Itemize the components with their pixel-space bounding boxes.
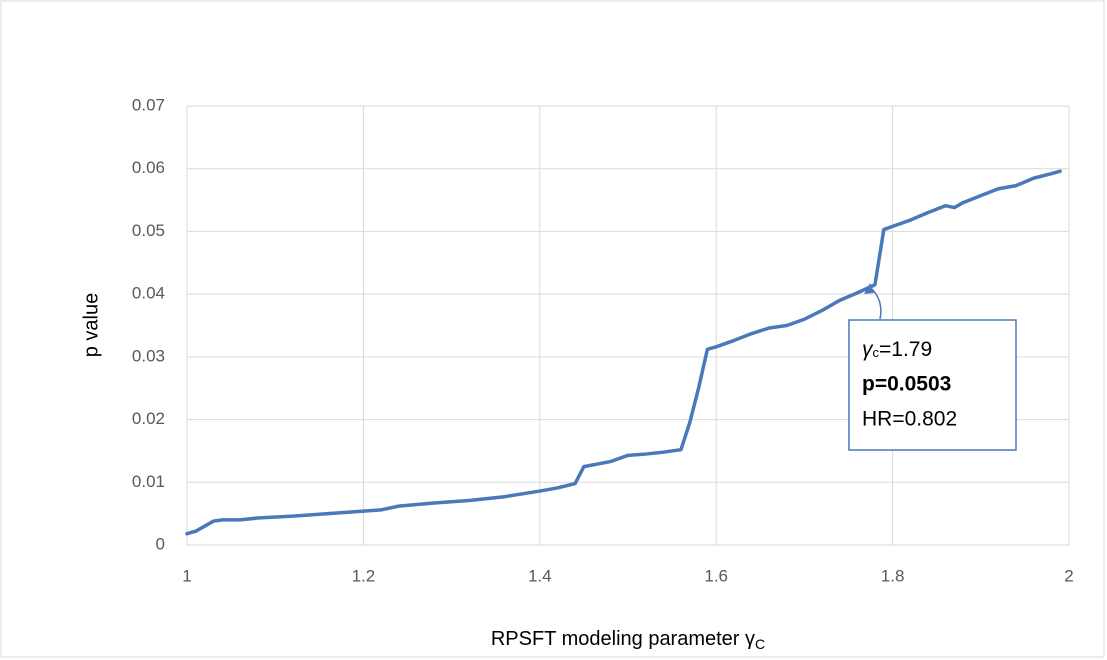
x-tick-label: 2 [1064,566,1073,585]
x-label-subscript: C [755,636,765,652]
annotation-arrowhead [864,283,874,294]
annotation-gamma: γc=1.79 [862,338,932,361]
y-tick-label: 0.01 [132,472,165,491]
x-tick-label: 1.8 [881,566,905,585]
y-tick-label: 0.06 [132,158,165,177]
y-tick-label: 0.04 [132,284,165,303]
annotation-symbol: γ [862,338,874,361]
y-tick-label: 0.03 [132,346,165,365]
y-axis-label: p value [80,293,102,358]
y-tick-label: 0 [156,534,165,553]
data-line [185,169,1062,536]
x-axis-label: RPSFT modeling parameter γC [491,628,765,651]
plot-area: 0 0.01 0.02 0.03 0.04 0.05 0.06 0.07 1 1.2 1.4 1.6 1… [132,95,1074,585]
y-tick-label: 0.07 [132,95,165,114]
annotation-hr: HR=0.802 [862,408,957,431]
x-tick-label: 1.6 [704,566,728,585]
x-tick-label: 1.2 [352,566,376,585]
x-label-main: RPSFT modeling parameter γ [491,628,755,650]
annotation-box [848,319,1017,451]
annotation-subscript: c [873,345,880,360]
y-tick-label: 0.02 [132,409,165,428]
x-tick-label: 1.4 [528,566,552,585]
annotation-p: p=0.0503 [862,373,951,396]
annotation-gamma-value: =1.79 [879,338,932,361]
x-tick-label: 1 [182,566,191,585]
y-tick-label: 0.05 [132,221,165,240]
